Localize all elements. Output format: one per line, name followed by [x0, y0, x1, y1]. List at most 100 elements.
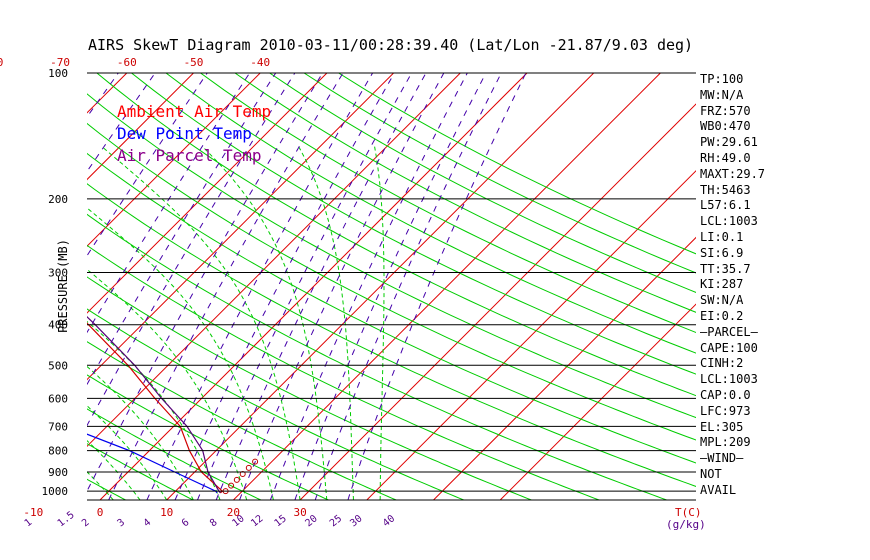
- stat-item: L57:6.1: [700, 198, 751, 213]
- mixing-ratio-tick-label: 8: [208, 517, 220, 529]
- dry-adiabat-line: [131, 73, 696, 375]
- top-temp-tick-label: -60: [117, 56, 137, 69]
- moist-adiabat-line: [87, 405, 168, 500]
- stat-item: KI:287: [700, 277, 744, 292]
- dry-adiabat-line: [269, 73, 696, 293]
- mixing-ratio-unit: (g/kg): [666, 518, 706, 531]
- isotherm-line: [0, 73, 60, 500]
- mixing-ratio-tick-label: 12: [249, 513, 265, 529]
- stat-item: MAXT:29.7: [700, 166, 766, 181]
- mixing-ratio-line: [294, 73, 487, 500]
- bottom-temp-tick-label: 10: [160, 506, 173, 519]
- bottom-temp-tick-label: 20: [227, 506, 240, 519]
- stat-item: CAP:0.0: [700, 387, 751, 402]
- bottom-temp-tick-label: 30: [293, 506, 306, 519]
- stat-item: CINH:2: [700, 356, 744, 371]
- mixing-ratio-line: [146, 73, 374, 500]
- dry-adiabat-line: [87, 183, 696, 487]
- isotherm-line: [366, 170, 696, 500]
- stat-item: TT:35.7: [700, 261, 751, 276]
- dry-adiabat-line: [87, 276, 532, 500]
- stat-item: NOT: [700, 466, 722, 481]
- dry-adiabat-line: [303, 73, 696, 274]
- stat-item: CAPE:100: [700, 340, 758, 355]
- chart-title: AIRS SkewT Diagram 2010-03-11/00:28:39.4…: [88, 36, 694, 54]
- stat-item: TH:5463: [700, 182, 751, 197]
- legend-ambient: Ambient Air Temp: [117, 102, 272, 121]
- stat-item: EL:305: [700, 419, 744, 434]
- moist-adiabat-line: [87, 471, 114, 500]
- pressure-tick-label: 300: [48, 267, 68, 280]
- stat-item: FRZ:570: [700, 103, 751, 118]
- stat-item: EI:0.2: [700, 308, 744, 323]
- mixing-ratio-line: [87, 73, 277, 386]
- top-temp-tick-label: -40: [250, 56, 270, 69]
- stat-item: PW:29.61: [700, 135, 758, 150]
- stat-item: SW:N/A: [700, 293, 744, 308]
- moist-adiabat-line: [298, 146, 354, 500]
- isotherm-line: [87, 73, 261, 247]
- top-temp-tick-label: -80: [0, 56, 3, 69]
- wind-marker: [252, 458, 259, 465]
- mixing-ratio-tick-label: 30: [348, 513, 364, 529]
- pressure-tick-label: 1000: [42, 485, 69, 498]
- legend-dewpoint: Dew Point Temp: [117, 124, 252, 143]
- top-temp-tick-label: -70: [50, 56, 70, 69]
- mixing-ratio-line: [174, 73, 395, 500]
- stat-item: —WIND—: [700, 451, 744, 466]
- dry-adiabat-line: [200, 73, 696, 334]
- isotherm-line: [87, 73, 394, 381]
- isotherm-line: [87, 73, 328, 314]
- mixing-ratio-line: [215, 73, 427, 500]
- dry-adiabat-line: [87, 341, 397, 500]
- isotherm-line: [499, 303, 696, 500]
- mixing-ratio-line: [87, 73, 296, 427]
- stat-item: LCL:1003: [700, 214, 758, 229]
- stat-item: SI:6.9: [700, 245, 744, 260]
- profile-line-ambient: [87, 322, 224, 494]
- dry-adiabat-line: [234, 73, 696, 313]
- stat-item: AVAIL: [700, 482, 737, 497]
- pressure-tick-label: 900: [48, 466, 68, 479]
- isotherm-line: [233, 73, 661, 500]
- mixing-ratio-tick-label: 6: [180, 517, 192, 529]
- dry-adiabat-line: [87, 308, 464, 500]
- dry-adiabat-line: [87, 93, 696, 419]
- dry-adiabat-line: [338, 73, 696, 255]
- dry-adiabat-line: [87, 244, 600, 500]
- pressure-tick-label: 500: [48, 359, 68, 372]
- mixing-ratio-line: [269, 73, 468, 500]
- mixing-ratio-tick-label: 15: [273, 513, 289, 529]
- pressure-tick-label: 700: [48, 420, 68, 433]
- mixing-ratio-tick-label: 2: [80, 517, 92, 529]
- mixing-ratio-tick-label: 1.5: [56, 510, 77, 530]
- stat-item: MW:N/A: [700, 87, 744, 102]
- dry-adiabat-line: [87, 152, 696, 464]
- stat-item: —PARCEL—: [700, 324, 758, 339]
- mixing-ratio-tick-label: 3: [116, 517, 128, 529]
- dry-adiabat-line: [96, 73, 696, 397]
- moist-adiabat-line: [202, 146, 328, 500]
- stat-item: RH:49.0: [700, 150, 751, 165]
- wind-marker: [233, 476, 240, 483]
- stat-item: LCL:1003: [700, 372, 758, 387]
- mixing-ratio-line: [87, 73, 324, 493]
- wind-marker: [245, 464, 252, 471]
- isotherm-line: [433, 236, 696, 500]
- stat-item: WB0:470: [700, 119, 751, 134]
- pressure-tick-label: 600: [48, 392, 68, 405]
- wind-marker: [228, 482, 235, 489]
- pressure-tick-label: 200: [48, 193, 68, 206]
- dry-adiabat-line: [0, 73, 58, 500]
- dry-adiabat-line: [87, 443, 194, 500]
- plot-area: [0, 73, 696, 500]
- bottom-temp-tick-label: -10: [23, 506, 43, 519]
- moist-adiabat-line: [87, 499, 88, 500]
- mixing-ratio-line: [239, 73, 445, 500]
- bottom-temp-unit: T(C): [675, 506, 702, 519]
- stat-item: MPL:209: [700, 435, 751, 450]
- pressure-tick-label: 800: [48, 445, 68, 458]
- mixing-ratio-tick-label: 1: [23, 517, 35, 529]
- pressure-tick-label: 400: [48, 319, 68, 332]
